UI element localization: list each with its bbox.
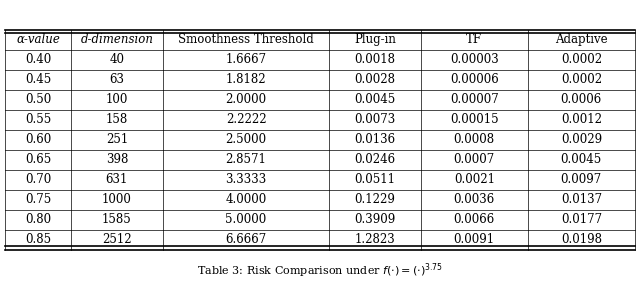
Text: 0.00006: 0.00006 [450, 73, 499, 86]
Text: 0.50: 0.50 [25, 93, 51, 106]
Text: 0.40: 0.40 [25, 53, 51, 66]
Text: 0.1229: 0.1229 [355, 193, 396, 206]
Text: 0.0091: 0.0091 [454, 233, 495, 246]
Text: 40: 40 [109, 53, 124, 66]
Text: Smoothness Threshold: Smoothness Threshold [178, 33, 314, 46]
Text: 0.0066: 0.0066 [454, 213, 495, 226]
Text: 5.0000: 5.0000 [225, 213, 267, 226]
Text: 0.80: 0.80 [25, 213, 51, 226]
Text: 1000: 1000 [102, 193, 132, 206]
Text: 1.6667: 1.6667 [225, 53, 267, 66]
Text: 0.0198: 0.0198 [561, 233, 602, 246]
Text: 0.0137: 0.0137 [561, 193, 602, 206]
Text: 398: 398 [106, 153, 128, 166]
Text: 158: 158 [106, 113, 128, 126]
Text: 1585: 1585 [102, 213, 132, 226]
Text: 0.0007: 0.0007 [454, 153, 495, 166]
Text: Table 3: Risk Comparison under $f(\cdot) = (\cdot)^{3.75}$: Table 3: Risk Comparison under $f(\cdot)… [197, 261, 443, 280]
Text: 1.2823: 1.2823 [355, 233, 396, 246]
Text: 0.0045: 0.0045 [355, 93, 396, 106]
Text: 0.0073: 0.0073 [355, 113, 396, 126]
Text: 0.0006: 0.0006 [561, 93, 602, 106]
Text: 0.0028: 0.0028 [355, 73, 396, 86]
Text: 0.0029: 0.0029 [561, 133, 602, 146]
Text: 2512: 2512 [102, 233, 132, 246]
Text: 0.0045: 0.0045 [561, 153, 602, 166]
Text: 0.0002: 0.0002 [561, 73, 602, 86]
Text: 0.0002: 0.0002 [561, 53, 602, 66]
Text: 0.45: 0.45 [25, 73, 51, 86]
Text: 1.8182: 1.8182 [226, 73, 266, 86]
Text: 251: 251 [106, 133, 128, 146]
Text: 4.0000: 4.0000 [225, 193, 267, 206]
Text: Adaptive: Adaptive [555, 33, 607, 46]
Text: 0.0018: 0.0018 [355, 53, 396, 66]
Text: 6.6667: 6.6667 [225, 233, 267, 246]
Text: 0.0097: 0.0097 [561, 173, 602, 186]
Text: 0.0136: 0.0136 [355, 133, 396, 146]
Text: 0.65: 0.65 [25, 153, 51, 166]
Text: 0.55: 0.55 [25, 113, 51, 126]
Text: 0.60: 0.60 [25, 133, 51, 146]
Text: α-value: α-value [16, 33, 60, 46]
Text: d-dimension: d-dimension [81, 33, 154, 46]
Text: 0.00007: 0.00007 [450, 93, 499, 106]
Text: 0.00003: 0.00003 [450, 53, 499, 66]
Text: 0.70: 0.70 [25, 173, 51, 186]
Text: 0.0177: 0.0177 [561, 213, 602, 226]
Text: 3.3333: 3.3333 [225, 173, 267, 186]
Text: 0.3909: 0.3909 [355, 213, 396, 226]
Text: 0.00015: 0.00015 [450, 113, 499, 126]
Text: 0.0021: 0.0021 [454, 173, 495, 186]
Text: 2.2222: 2.2222 [226, 113, 266, 126]
Text: 2.0000: 2.0000 [225, 93, 267, 106]
Text: 0.85: 0.85 [25, 233, 51, 246]
Text: 0.0036: 0.0036 [454, 193, 495, 206]
Text: 0.0008: 0.0008 [454, 133, 495, 146]
Text: 0.0511: 0.0511 [355, 173, 396, 186]
Text: 0.0246: 0.0246 [355, 153, 396, 166]
Text: 100: 100 [106, 93, 128, 106]
Text: 63: 63 [109, 73, 124, 86]
Text: 631: 631 [106, 173, 128, 186]
Text: 0.75: 0.75 [25, 193, 51, 206]
Text: 0.0012: 0.0012 [561, 113, 602, 126]
Text: 2.5000: 2.5000 [225, 133, 267, 146]
Text: TF: TF [466, 33, 483, 46]
Text: 2.8571: 2.8571 [225, 153, 266, 166]
Text: Plug-in: Plug-in [354, 33, 396, 46]
